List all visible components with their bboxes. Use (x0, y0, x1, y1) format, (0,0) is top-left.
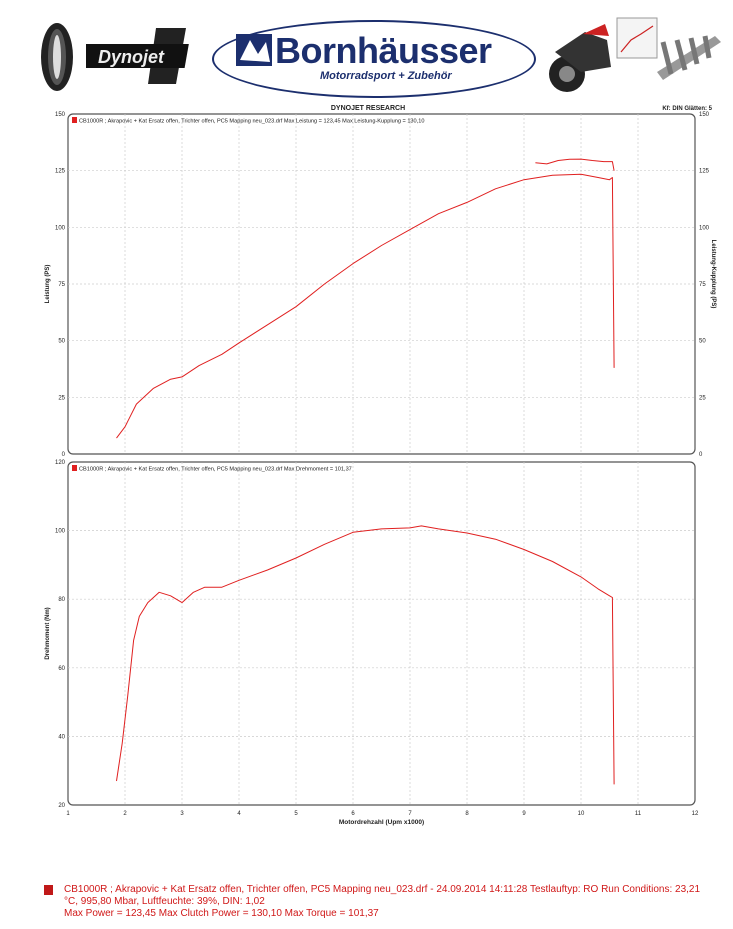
legend-entry: CB1000R ; Akrapovic + Kat Ersatz offen, … (79, 467, 352, 473)
motorcycle-icon (549, 17, 721, 92)
y-tick-label-right: 125 (699, 169, 710, 175)
x-tick-label: 5 (294, 811, 298, 817)
x-tick-label: 7 (408, 811, 412, 817)
y-tick-label: 25 (58, 395, 65, 401)
y-tick-label-right: 100 (699, 225, 710, 231)
x-tick-label: 1 (66, 811, 70, 817)
x-tick-label: 8 (465, 811, 469, 817)
y-tick-label-right: 0 (699, 452, 703, 458)
x-axis-label: Motordrehzahl (Upm x1000) (339, 819, 424, 826)
y-tick-label: 20 (58, 803, 65, 809)
series-swatch-icon (44, 885, 53, 895)
y-axis-label: Drehmoment (Nm) (45, 607, 51, 659)
svg-text:Dynojet: Dynojet (98, 47, 165, 67)
brand-subtitle: Motorradsport + Zubehör (320, 70, 452, 82)
series-line-leistung-kupplung (535, 158, 615, 171)
y-tick-label: 125 (55, 169, 66, 175)
x-tick-label: 2 (123, 811, 127, 817)
y-tick-label: 40 (58, 734, 65, 740)
series-line-drehmoment (116, 525, 615, 785)
x-tick-label: 6 (351, 811, 355, 817)
y-tick-label: 75 (58, 282, 65, 288)
brand-name: Bornhäusser (275, 30, 492, 71)
y-tick-label: 120 (55, 460, 66, 466)
x-tick-label: 9 (522, 811, 526, 817)
y-tick-label-right: 50 (699, 339, 706, 345)
header-banner: Dynojet Bornhäusser Motorradsport + Zube… (0, 0, 733, 100)
y-tick-label: 100 (55, 529, 66, 535)
dynojet-logo: Dynojet (86, 28, 189, 84)
x-tick-label: 12 (692, 811, 699, 817)
y-tick-label: 100 (55, 225, 66, 231)
y-tick-label-right: 150 (699, 112, 710, 118)
y-tick-label-right: 75 (699, 282, 706, 288)
y-axis-label: Leistung (PS) (45, 265, 51, 304)
x-tick-label: 10 (578, 811, 585, 817)
legend-swatch (72, 465, 77, 471)
brand-emblem-icon (236, 34, 272, 66)
legend-swatch (72, 117, 77, 123)
footer-line-1: CB1000R ; Akrapovic + Kat Ersatz offen, … (64, 884, 701, 895)
plot-frame-2 (67, 461, 696, 806)
y-tick-label: 80 (58, 597, 65, 603)
run-info-footer: CB1000R ; Akrapovic + Kat Ersatz offen, … (44, 884, 724, 920)
footer-line-3: Max Power = 123,45 Max Clutch Power = 13… (64, 908, 379, 919)
y-axis-label-right: Leistung-Kupplung (PS) (710, 240, 716, 309)
legend-entry: CB1000R ; Akrapovic + Kat Ersatz offen, … (79, 119, 424, 125)
y-tick-label: 60 (58, 666, 65, 672)
footer-line-2: °C, 995,80 Mbar, Luftfeuchte: 39%, DIN: … (64, 896, 265, 907)
tire-icon (41, 23, 73, 91)
y-tick-label: 0 (62, 452, 66, 458)
x-tick-label: 11 (635, 811, 642, 817)
y-tick-label-right: 25 (699, 395, 706, 401)
x-tick-label: 3 (180, 811, 184, 817)
y-tick-label: 50 (58, 339, 65, 345)
chart-header-title: DYNOJET RESEARCH (331, 105, 405, 112)
y-tick-label: 150 (55, 112, 66, 118)
chart-header-right: Kf: DIN Glätten: 5 (662, 106, 712, 112)
x-tick-label: 4 (237, 811, 241, 817)
series-line-leistung (116, 173, 615, 439)
